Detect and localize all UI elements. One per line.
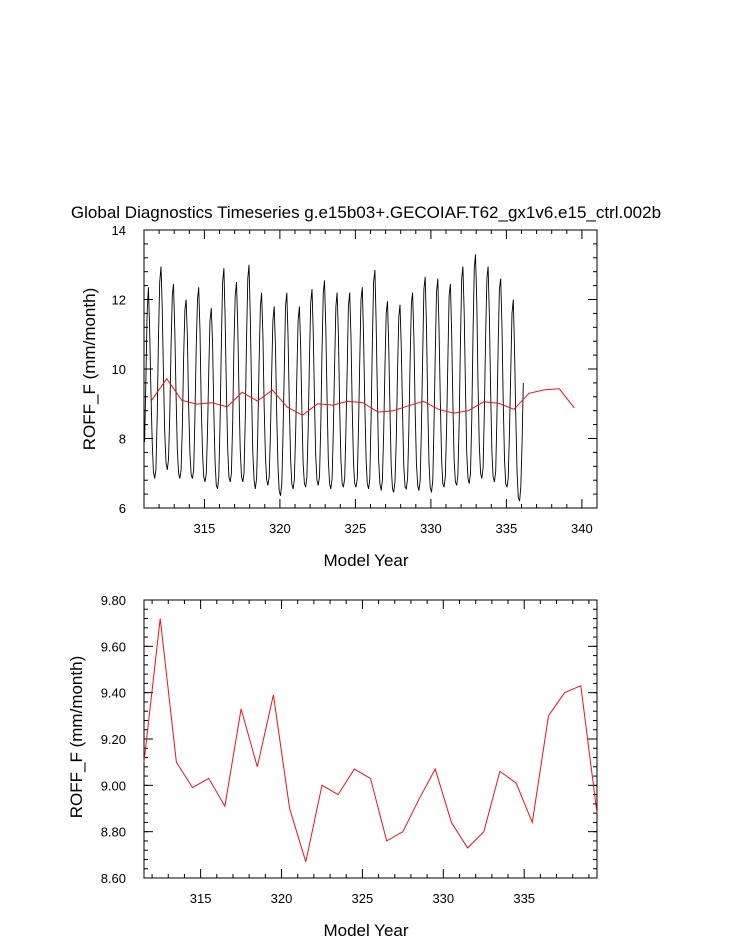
top-x-tick-label: 325 [345, 521, 367, 536]
top-y-axis-label: ROFF_F (mm/month) [80, 288, 99, 450]
top-y-tick-label: 12 [112, 293, 126, 308]
bottom-plot-frame [143, 599, 598, 879]
figure-title: Global Diagnostics Timeseries g.e15b03+.… [71, 203, 661, 222]
bottom-plot-ticks: 315 320 325 330 335 8.60 8.80 9.00 9.20 9.40 9.60 9… [101, 593, 597, 906]
top-annual-mean-series-line [151, 377, 575, 416]
top-y-tick-label: 8 [119, 432, 126, 447]
bottom-x-tick-label: 330 [432, 891, 454, 906]
bottom-plot: 315 320 325 330 335 8.60 8.80 9.00 9.20 9.40 9.60 9… [67, 593, 598, 940]
bottom-y-tick-label: 9.20 [101, 732, 126, 747]
bottom-annual-mean-series-line [143, 618, 598, 862]
top-x-tick-label: 340 [571, 521, 593, 536]
top-monthly-series-line [144, 254, 524, 502]
top-y-tick-label: 10 [112, 362, 126, 377]
top-x-tick-label: 315 [194, 521, 216, 536]
bottom-x-tick-label: 335 [513, 891, 535, 906]
bottom-y-tick-label: 8.60 [101, 871, 126, 886]
bottom-y-tick-label: 9.60 [101, 639, 126, 654]
bottom-x-axis-label: Model Year [323, 921, 408, 940]
bottom-x-tick-label: 320 [271, 891, 293, 906]
top-x-tick-label: 330 [420, 521, 442, 536]
top-plot: 315 320 325 330 335 340 6 8 10 12 14 Model Year RO… [80, 223, 598, 570]
top-x-axis-label: Model Year [323, 551, 408, 570]
top-plot-ticks: 315 320 325 330 335 340 6 8 10 12 14 [112, 223, 598, 536]
bottom-y-tick-label: 8.80 [101, 825, 126, 840]
bottom-y-tick-label: 9.40 [101, 686, 126, 701]
top-plot-lines [144, 254, 575, 502]
bottom-y-axis-label: ROFF_F (mm/month) [67, 656, 86, 818]
top-x-tick-label: 335 [496, 521, 518, 536]
bottom-y-tick-label: 9.80 [101, 593, 126, 608]
top-y-tick-label: 14 [112, 223, 126, 238]
bottom-plot-lines [143, 618, 598, 862]
top-y-tick-label: 6 [119, 501, 126, 516]
bottom-y-tick-label: 9.00 [101, 778, 126, 793]
bottom-x-tick-label: 315 [190, 891, 212, 906]
bottom-x-tick-label: 325 [352, 891, 374, 906]
top-x-tick-label: 320 [269, 521, 291, 536]
